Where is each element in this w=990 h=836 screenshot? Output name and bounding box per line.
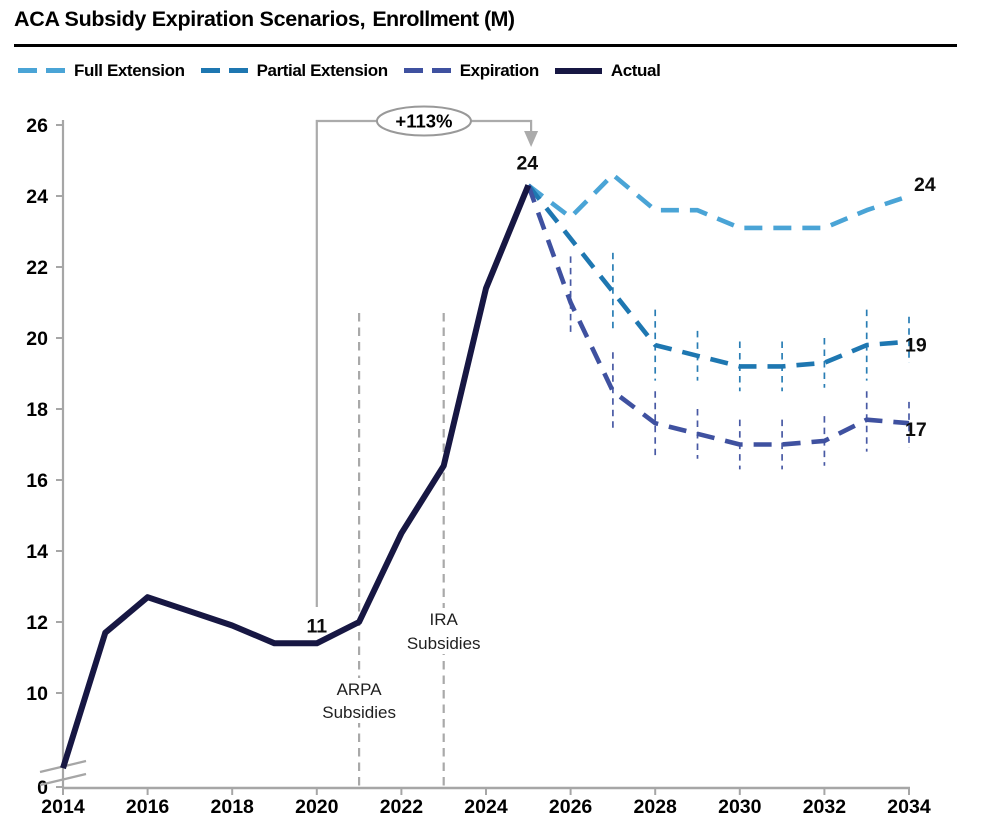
title-main: ACA Subsidy Expiration Scenarios, [14, 7, 366, 31]
x-tick-label-2016: 2016 [126, 796, 170, 818]
y-tick-label-12: 12 [26, 612, 48, 634]
title-underline [14, 44, 957, 47]
y-tick-label-0: 0 [37, 777, 48, 799]
series-line-partial-extension [526, 183, 910, 369]
event-line-label-2021: ARPA [337, 680, 383, 699]
series-line-full-extension [526, 172, 910, 231]
point-label-2034-24: 24 [914, 174, 936, 196]
legend-label-full-extension: Full Extension [74, 60, 185, 80]
x-tick-label-2026: 2026 [549, 796, 593, 818]
growth-arrowhead-icon [524, 131, 539, 147]
event-line-label-2021: Subsidies [322, 703, 396, 722]
event-label-bg-2021 [313, 678, 406, 723]
y-tick-label-18: 18 [26, 399, 48, 421]
growth-callout-text: +113% [395, 111, 452, 132]
legend-item-partial-extension: Partial Extension [200, 60, 389, 81]
x-tick-label-2020: 2020 [295, 796, 339, 818]
x-tick-label-2024: 2024 [464, 796, 508, 818]
y-tick-label-20: 20 [26, 328, 48, 350]
x-tick-label-2022: 2022 [380, 796, 424, 818]
x-tick-label-2028: 2028 [634, 796, 678, 818]
y-tick-label-22: 22 [26, 257, 48, 279]
event-line-label-2023: Subsidies [407, 634, 481, 653]
page-title: ACA Subsidy Expiration Scenarios, Enrollm… [14, 7, 515, 32]
legend: Full Extension Partial Extension Expiratio… [18, 58, 676, 83]
y-tick-label-14: 14 [26, 541, 48, 563]
y-tick-label-10: 10 [26, 683, 48, 705]
x-tick-label-2034: 2034 [887, 796, 931, 818]
growth-callout-bubble [375, 105, 472, 137]
legend-label-expiration: Expiration [459, 60, 540, 80]
point-label-2020-11: 11 [306, 615, 327, 637]
point-label-2034-19: 19 [905, 335, 927, 357]
point-label-2034-17: 17 [905, 419, 927, 441]
series-line-expiration [526, 184, 910, 447]
title-subtitle: Enrollment (M) [372, 7, 515, 31]
x-tick-label-2032: 2032 [803, 796, 847, 818]
x-tick-label-2018: 2018 [211, 796, 255, 818]
event-label-bg-2023 [397, 608, 490, 654]
legend-swatch-actual [554, 67, 602, 74]
x-tick-label-2030: 2030 [718, 796, 762, 818]
point-label-2025-24: 24 [516, 152, 538, 174]
event-line-label-2023: IRA [430, 610, 459, 629]
x-tick-label-2014: 2014 [41, 796, 85, 818]
y-tick-label-26: 26 [26, 115, 48, 137]
legend-label-partial-extension: Partial Extension [256, 60, 389, 80]
growth-bracket [315, 119, 533, 607]
y-tick-label-24: 24 [26, 186, 48, 208]
series-line-actual [60, 184, 532, 770]
legend-swatch-full-extension [18, 68, 65, 73]
legend-item-expiration: Expiration [403, 60, 540, 81]
legend-swatch-partial-extension [200, 68, 248, 73]
legend-label-actual: Actual [610, 60, 661, 80]
legend-item-full-extension: Full Extension [18, 61, 185, 81]
axis-break-mark [39, 772, 87, 787]
legend-swatch-expiration [403, 68, 451, 73]
y-tick-label-16: 16 [26, 470, 48, 492]
legend-item-actual: Actual [554, 60, 661, 81]
